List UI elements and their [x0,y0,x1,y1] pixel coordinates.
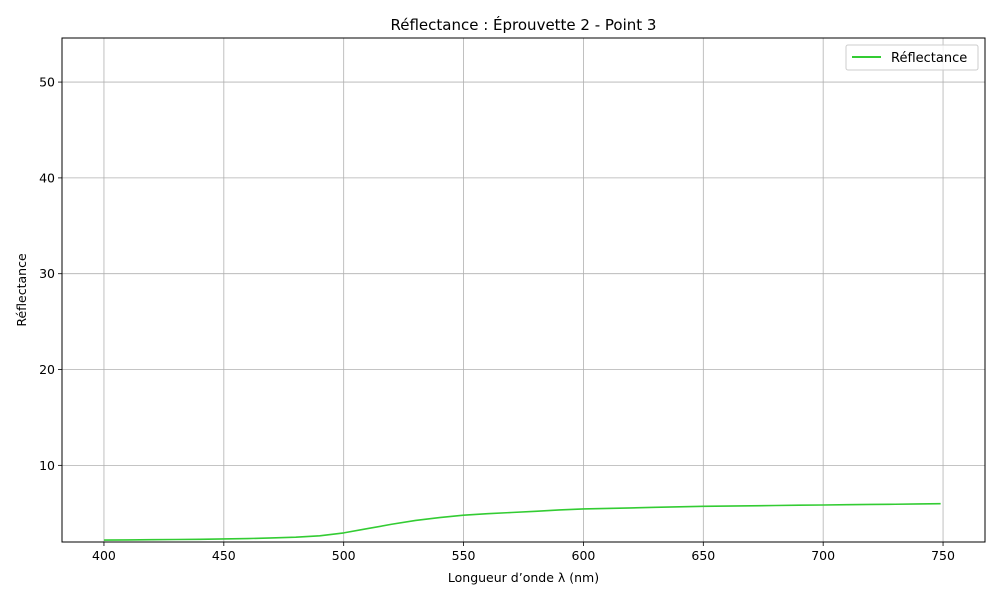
x-tick-label-750: 750 [931,548,955,563]
x-tick-label-450: 450 [212,548,236,563]
grid-lines [62,38,985,542]
y-tick-label-50: 50 [39,75,55,90]
chart-title: Réflectance : Éprouvette 2 - Point 3 [391,15,657,34]
axis-ticks: 400 450 500 550 600 650 700 750 10 20 30 40 50 [39,75,955,563]
series-layer [103,502,941,541]
legend-box [845,44,979,71]
x-tick-label-550: 550 [452,548,476,563]
x-tick-label-600: 600 [572,548,596,563]
x-tick-label-400: 400 [92,548,116,563]
x-tick-label-700: 700 [811,548,835,563]
y-tick-label-40: 40 [39,170,55,185]
legend-label-reflectance: Réflectance [891,51,967,66]
x-axis-label: Longueur d’onde λ (nm) [448,570,599,585]
y-tick-label-30: 30 [39,266,55,281]
legend: Réflectance [845,44,979,71]
x-tick-label-500: 500 [332,548,356,563]
x-tick-label-650: 650 [691,548,715,563]
y-axis-label: Réflectance [14,253,29,327]
y-tick-label-20: 20 [39,362,55,377]
series-line-reflectance [103,502,941,541]
y-tick-label-10: 10 [39,458,55,473]
plot-frame [61,37,986,543]
